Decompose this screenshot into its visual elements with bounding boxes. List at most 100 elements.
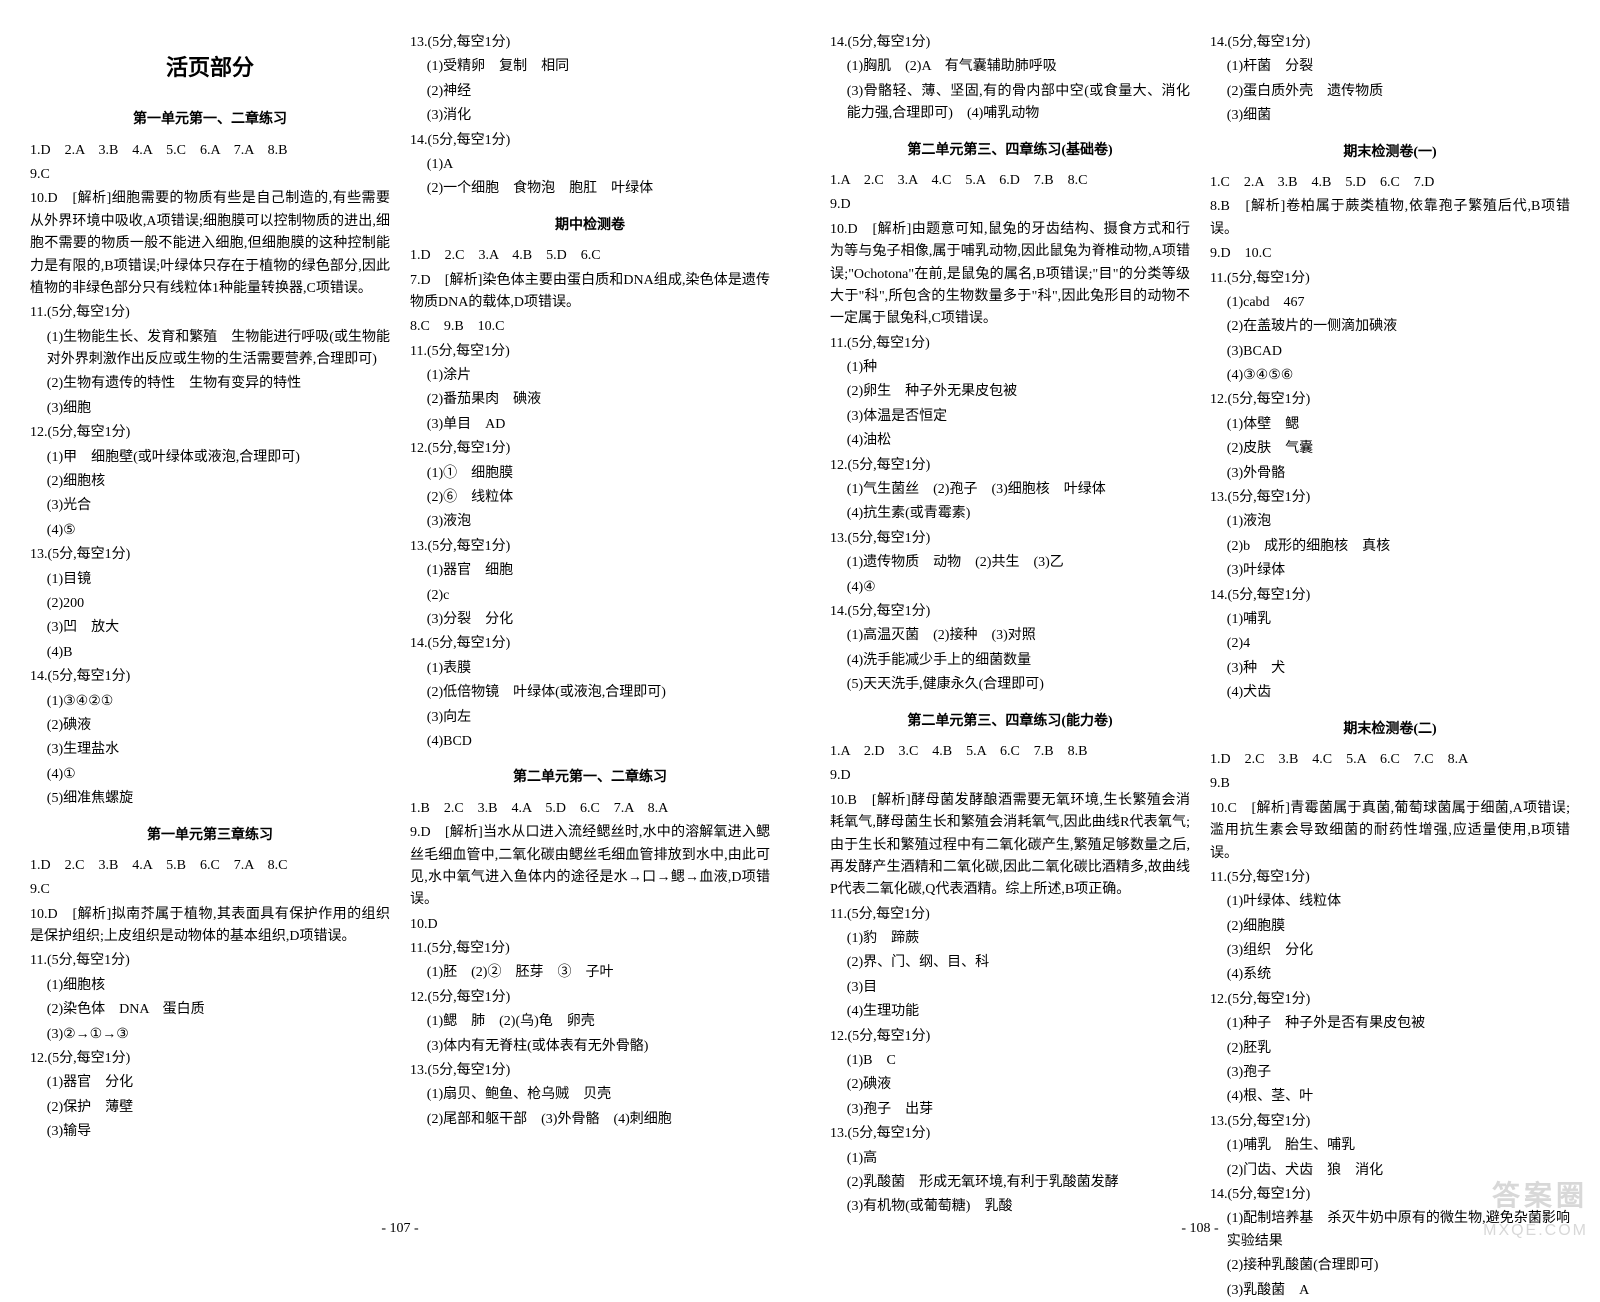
text-line: (2)低倍物镜 叶绿体(或液泡,合理即可) [410,682,770,704]
page-number-right: - 108 - [1181,1218,1218,1240]
text-line: 12.(5分,每空1分) [1210,989,1570,1011]
text-line: (2)门齿、犬齿 狼 消化 [1210,1160,1570,1182]
text-line: (1)气生菌丝 (2)孢子 (3)细胞核 叶绿体 [830,479,1190,501]
page-right: 14.(5分,每空1分)(1)胸肌 (2)A 有气囊辅助肺呼吸(3)骨骼轻、薄、… [800,0,1600,1254]
page-number-left: - 107 - [381,1218,418,1240]
columns: 14.(5分,每空1分)(1)胸肌 (2)A 有气囊辅助肺呼吸(3)骨骼轻、薄、… [830,30,1570,1204]
text-line: 13.(5分,每空1分) [830,528,1190,550]
text-line: (2)接种乳酸菌(合理即可) [1210,1255,1570,1277]
text-line: (2)蛋白质外壳 遗传物质 [1210,81,1570,103]
text-line: 1.B 2.C 3.B 4.A 5.D 6.C 7.A 8.A [410,798,770,820]
text-line: (4)⑤ [30,520,390,542]
text-line: (3)消化 [410,105,770,127]
text-line: (1)① 细胞膜 [410,463,770,485]
text-line: (1)受精卵 复制 相同 [410,56,770,78]
text-line: (3)单目 AD [410,414,770,436]
text-line: 12.(5分,每空1分) [830,455,1190,477]
text-line: 9.D [解析]当水从口进入流经鳃丝时,水中的溶解氧进入鳃丝毛细血管中,二氧化碳… [410,822,770,912]
text-line: (2)一个细胞 食物泡 胞肛 叶绿体 [410,178,770,200]
text-line: 13.(5分,每空1分) [410,536,770,558]
text-line: (1)B C [830,1050,1190,1072]
text-line: (1)胚 (2)② 胚芽 ③ 子叶 [410,962,770,984]
text-line: 14.(5分,每空1分) [410,633,770,655]
text-line: (4)洗手能减少手上的细菌数量 [830,650,1190,672]
text-line: (2)⑥ 线粒体 [410,487,770,509]
text-line: (2)碘液 [30,715,390,737]
text-line: 1.D 2.C 3.B 4.A 5.B 6.C 7.A 8.C [30,855,390,877]
text-line: (3)液泡 [410,511,770,533]
text-line: (3)凹 放大 [30,617,390,639]
text-line: (1)遗传物质 动物 (2)共生 (3)乙 [830,552,1190,574]
text-line: 14.(5分,每空1分) [1210,1184,1570,1206]
text-line: (2)生物有遗传的特性 生物有变异的特性 [30,373,390,395]
text-line: 11.(5分,每空1分) [30,950,390,972]
text-line: 9.C [30,164,390,186]
text-line: 14.(5分,每空1分) [830,601,1190,623]
section-title: 第一单元第三章练习 [30,825,390,847]
text-line: (1)A [410,154,770,176]
text-line: (3)孢子 出芽 [830,1099,1190,1121]
text-line: (2)b 成形的细胞核 真核 [1210,536,1570,558]
text-line: 9.B [1210,773,1570,795]
section-title: 期中检测卷 [410,215,770,237]
text-line: (1)器官 细胞 [410,560,770,582]
column-2: 13.(5分,每空1分)(1)受精卵 复制 相同(2)神经(3)消化14.(5分… [410,30,770,1204]
text-line: 8.C 9.B 10.C [410,316,770,338]
section-title: 第二单元第三、四章练习(能力卷) [830,711,1190,733]
text-line: (5)细准焦螺旋 [30,788,390,810]
text-line: (2)神经 [410,81,770,103]
text-line: (1)生物能生长、发育和繁殖 生物能进行呼吸(或生物能对外界刺激作出反应或生物的… [30,327,390,372]
text-line: (4)抗生素(或青霉素) [830,503,1190,525]
text-line: 13.(5分,每空1分) [1210,1111,1570,1133]
text-line: (4)③④⑤⑥ [1210,365,1570,387]
text-line: (3)有机物(或葡萄糖) 乳酸 [830,1196,1190,1218]
text-line: 1.A 2.C 3.A 4.C 5.A 6.D 7.B 8.C [830,170,1190,192]
text-line: 12.(5分,每空1分) [830,1026,1190,1048]
text-line: (2)染色体 DNA 蛋白质 [30,999,390,1021]
section-title: 期末检测卷(二) [1210,719,1570,741]
text-line: 14.(5分,每空1分) [30,666,390,688]
columns: 活页部分第一单元第一、二章练习1.D 2.A 3.B 4.A 5.C 6.A 7… [30,30,770,1204]
text-line: (4)根、茎、叶 [1210,1086,1570,1108]
text-line: 12.(5分,每空1分) [410,987,770,1009]
text-line: (2)番茄果肉 碘液 [410,389,770,411]
text-line: (1)豹 蹄蕨 [830,928,1190,950]
text-line: (2)乳酸菌 形成无氧环境,有利于乳酸菌发酵 [830,1172,1190,1194]
text-line: (2)200 [30,593,390,615]
text-line: 11.(5分,每空1分) [30,302,390,324]
text-line: 9.D [830,194,1190,216]
text-line: (3)BCAD [1210,341,1570,363]
text-line: 12.(5分,每空1分) [410,438,770,460]
text-line: (4)BCD [410,731,770,753]
text-line: (1)叶绿体、线粒体 [1210,891,1570,913]
text-line: 11.(5分,每空1分) [1210,268,1570,290]
text-line: (3)体温是否恒定 [830,406,1190,428]
text-line: (2)皮肤 气囊 [1210,438,1570,460]
text-line: (1)液泡 [1210,511,1570,533]
text-line: 11.(5分,每空1分) [830,904,1190,926]
text-line: 13.(5分,每空1分) [1210,487,1570,509]
text-line: (3)目 [830,977,1190,999]
text-line: (3)孢子 [1210,1062,1570,1084]
text-line: 1.A 2.D 3.C 4.B 5.A 6.C 7.B 8.B [830,741,1190,763]
text-line: 13.(5分,每空1分) [410,32,770,54]
text-line: (1)高 [830,1148,1190,1170]
text-line: 13.(5分,每空1分) [830,1123,1190,1145]
column-1: 14.(5分,每空1分)(1)胸肌 (2)A 有气囊辅助肺呼吸(3)骨骼轻、薄、… [830,30,1190,1204]
text-line: (2)细胞核 [30,471,390,493]
text-line: 10.D [解析]拟南芥属于植物,其表面具有保护作用的组织是保护组织;上皮组织是… [30,904,390,949]
text-line: (3)种 犬 [1210,658,1570,680]
text-line: (3)输导 [30,1121,390,1143]
text-line: (4)① [30,764,390,786]
text-line: 13.(5分,每空1分) [410,1060,770,1082]
section-title: 第二单元第三、四章练习(基础卷) [830,140,1190,162]
text-line: 12.(5分,每空1分) [1210,389,1570,411]
text-line: 12.(5分,每空1分) [30,1048,390,1070]
text-line: (3)叶绿体 [1210,560,1570,582]
text-line: (2)c [410,585,770,607]
text-line: 1.D 2.C 3.B 4.C 5.A 6.C 7.C 8.A [1210,749,1570,771]
text-line: 1.C 2.A 3.B 4.B 5.D 6.C 7.D [1210,172,1570,194]
text-line: (2)4 [1210,633,1570,655]
text-line: 10.B [解析]酵母菌发酵酿酒需要无氧环境,生长繁殖会消耗氧气,酵母菌生长和繁… [830,790,1190,902]
text-line: (1)甲 细胞壁(或叶绿体或液泡,合理即可) [30,447,390,469]
